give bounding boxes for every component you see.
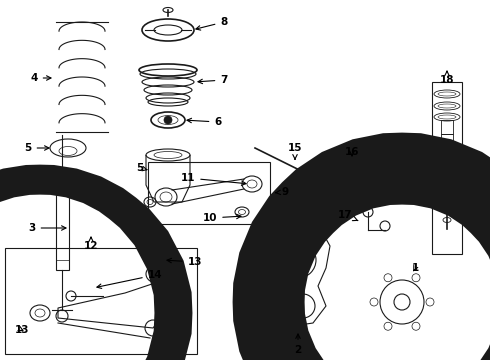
Text: 15: 15 [288, 143, 302, 159]
Text: 1: 1 [412, 263, 418, 273]
Text: 11: 11 [181, 173, 246, 185]
Text: 16: 16 [345, 147, 359, 157]
Text: 10: 10 [203, 213, 241, 223]
Bar [432, 82, 462, 254]
Text: 18: 18 [440, 71, 454, 85]
Text: 6: 6 [187, 117, 221, 127]
Text: 14: 14 [97, 270, 162, 288]
Circle shape [164, 116, 172, 124]
Bar [55, 175, 69, 270]
Bar [342, 165, 362, 183]
Bar [441, 134, 453, 148]
Text: 12: 12 [84, 237, 98, 251]
Bar [5, 248, 197, 354]
Text: 13: 13 [167, 257, 202, 267]
Text: 5: 5 [136, 163, 147, 173]
Text: 4: 4 [30, 73, 51, 83]
Text: 8: 8 [196, 17, 228, 30]
Text: 5: 5 [24, 143, 49, 153]
Text: 9: 9 [276, 187, 289, 197]
Bar [441, 120, 453, 134]
Bar [148, 162, 270, 224]
Text: 17: 17 [338, 210, 358, 221]
Text: 2: 2 [294, 334, 302, 355]
Text: 3: 3 [28, 223, 66, 233]
Text: 7: 7 [198, 75, 228, 85]
Text: 13: 13 [15, 325, 29, 335]
